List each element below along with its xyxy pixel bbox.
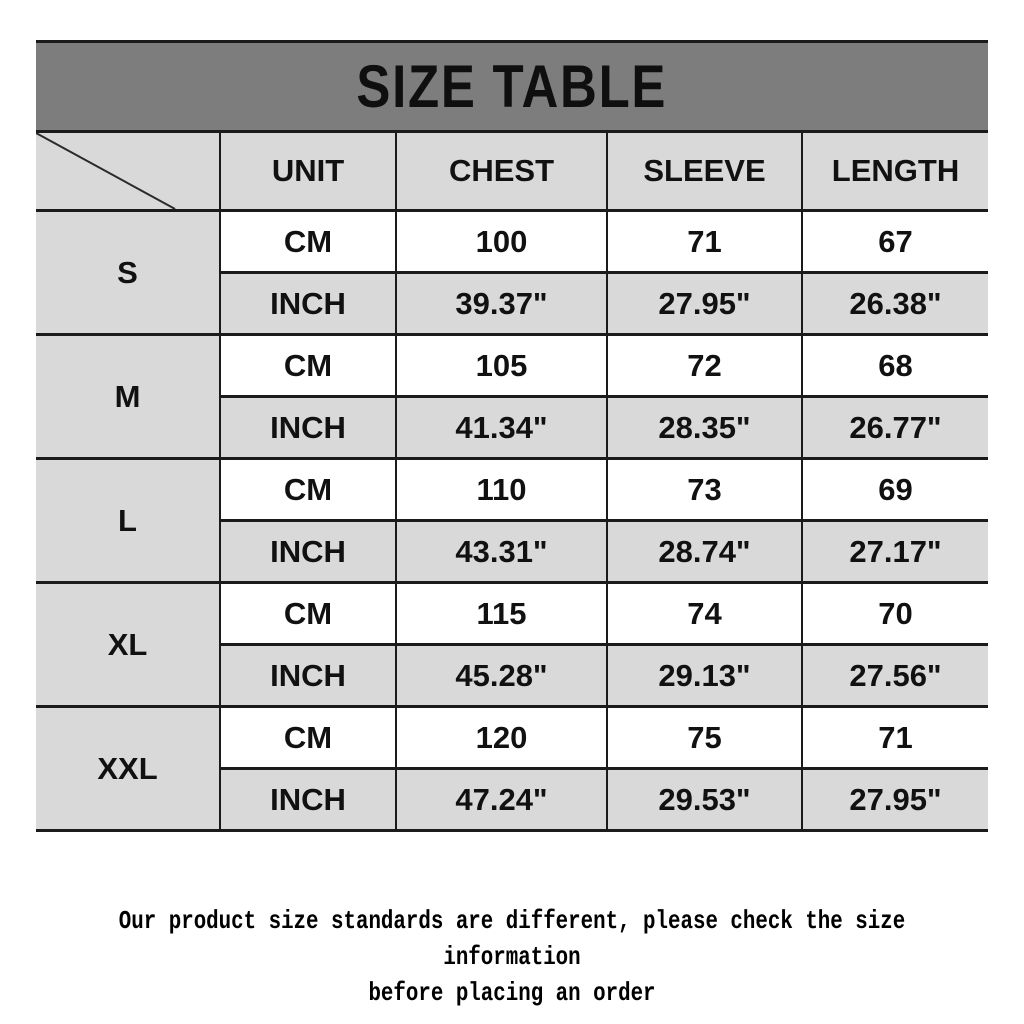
size-label-xxl: XXL — [36, 705, 221, 832]
cell-length-cm: 70 — [800, 581, 989, 646]
table-row-s-cm: S CM 100 71 67 — [36, 209, 989, 336]
cell-sleeve-cm: 74 — [606, 581, 803, 646]
page-title-text: SIZE TABLE — [356, 53, 668, 120]
column-header-sleeve: SLEEVE — [606, 130, 803, 212]
diagonal-header-cell — [36, 130, 221, 212]
unit-label-inch: INCH — [220, 643, 397, 708]
size-label-xl: XL — [36, 581, 221, 708]
page-title: SIZE TABLE — [36, 40, 989, 133]
cell-sleeve-inch: 27.95" — [606, 271, 803, 336]
cell-chest-cm: 105 — [395, 333, 608, 398]
table-row-l-cm: L CM 110 73 69 — [36, 457, 989, 584]
cell-chest-cm: 110 — [395, 457, 608, 522]
unit-label-inch: INCH — [220, 271, 397, 336]
cell-chest-inch: 39.37" — [395, 271, 608, 336]
cell-sleeve-inch: 28.35" — [606, 395, 803, 460]
cell-sleeve-cm: 72 — [606, 333, 803, 398]
size-label-l: L — [36, 457, 221, 584]
column-header-unit: UNIT — [219, 130, 397, 212]
column-header-length: LENGTH — [800, 130, 989, 212]
size-label-m: M — [36, 333, 221, 460]
cell-sleeve-inch: 29.13" — [606, 643, 803, 708]
cell-sleeve-cm: 71 — [606, 209, 803, 274]
unit-label-cm: CM — [219, 457, 397, 522]
table-row-m-cm: M CM 105 72 68 — [36, 333, 989, 460]
unit-label-inch: INCH — [220, 395, 397, 460]
cell-chest-inch: 41.34" — [395, 395, 608, 460]
table-row-xxl-cm: XXL CM 120 75 71 — [36, 705, 989, 832]
cell-length-inch: 27.95" — [800, 767, 989, 832]
size-table: SIZE TABLE UNIT CHEST SLEEVE LENGTH S CM… — [36, 40, 989, 832]
unit-label-cm: CM — [219, 581, 397, 646]
cell-length-inch: 26.77" — [800, 395, 989, 460]
size-label-s: S — [36, 209, 221, 336]
cell-chest-cm: 100 — [395, 209, 608, 274]
diagonal-line-icon — [36, 133, 219, 209]
table-row-m-inch: INCH 41.34" 28.35" 26.77" — [36, 395, 989, 460]
cell-length-inch: 27.17" — [800, 519, 989, 584]
column-header-chest: CHEST — [395, 130, 608, 212]
table-row-xl-cm: XL CM 115 74 70 — [36, 581, 989, 708]
unit-label-cm: CM — [219, 209, 397, 274]
title-row: SIZE TABLE — [36, 40, 989, 133]
unit-label-cm: CM — [219, 333, 397, 398]
cell-chest-cm: 120 — [395, 705, 608, 770]
cell-chest-cm: 115 — [395, 581, 608, 646]
table-row-xl-inch: INCH 45.28" 29.13" 27.56" — [36, 643, 989, 708]
cell-length-inch: 27.56" — [800, 643, 989, 708]
cell-sleeve-inch: 29.53" — [606, 767, 803, 832]
cell-length-inch: 26.38" — [800, 271, 989, 336]
cell-sleeve-cm: 75 — [606, 705, 803, 770]
cell-length-cm: 69 — [800, 457, 989, 522]
cell-sleeve-cm: 73 — [606, 457, 803, 522]
cell-chest-inch: 43.31" — [395, 519, 608, 584]
cell-sleeve-inch: 28.74" — [606, 519, 803, 584]
cell-length-cm: 71 — [800, 705, 989, 770]
table-row-l-inch: INCH 43.31" 28.74" 27.17" — [36, 519, 989, 584]
column-header-row: UNIT CHEST SLEEVE LENGTH — [36, 130, 989, 212]
unit-label-cm: CM — [219, 705, 397, 770]
cell-length-cm: 67 — [800, 209, 989, 274]
footer-note: Our product size standards are different… — [118, 906, 906, 1008]
table-row-s-inch: INCH 39.37" 27.95" 26.38" — [36, 271, 989, 336]
cell-length-cm: 68 — [800, 333, 989, 398]
unit-label-inch: INCH — [220, 519, 397, 584]
cell-chest-inch: 47.24" — [395, 767, 608, 832]
cell-chest-inch: 45.28" — [395, 643, 608, 708]
unit-label-inch: INCH — [220, 767, 397, 832]
table-row-xxl-inch: INCH 47.24" 29.53" 27.95" — [36, 767, 989, 832]
